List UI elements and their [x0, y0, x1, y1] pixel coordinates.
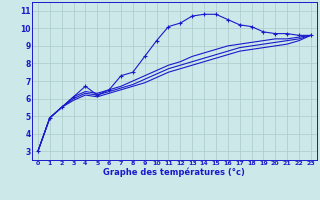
X-axis label: Graphe des températures (°c): Graphe des températures (°c) [103, 168, 245, 177]
